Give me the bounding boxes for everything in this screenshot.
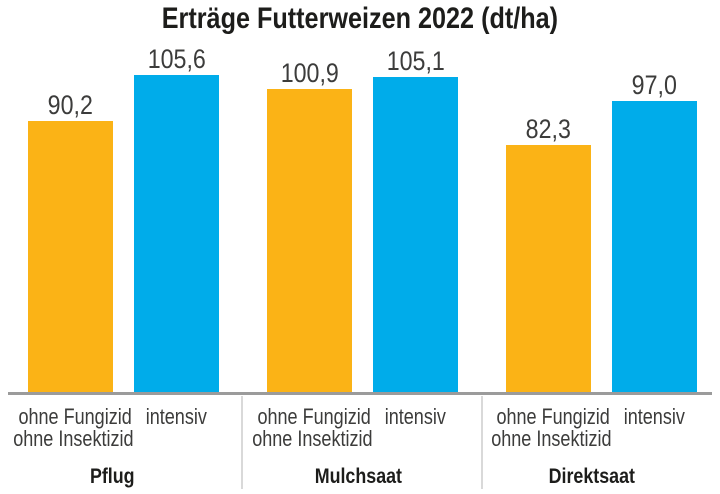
axis-label-intensiv-direktsaat: intensiv <box>545 406 720 428</box>
bar-direktsaat-intensiv <box>612 101 697 392</box>
axis-label-ohne-fungizid-mulchsaat: ohne Fungizid <box>205 406 425 428</box>
group-label-pflug-text: Pflug <box>89 465 135 488</box>
value-label-text: 105,6 <box>147 44 206 75</box>
axis-label-ohne-fungizid-pflug-text: ohne Fungizid <box>18 404 133 429</box>
bar-pflug-intensiv <box>134 75 219 392</box>
group-label-mulchsaat: Mulchsaat <box>258 466 458 487</box>
value-label-pflug-ohne: 90,2 <box>0 92 143 119</box>
axis-label-intensiv-direktsaat-text: intensiv <box>623 404 686 429</box>
axis-label-intensiv-mulchsaat-text: intensiv <box>384 404 447 429</box>
axis-label-intensiv-pflug: intensiv <box>67 406 287 428</box>
value-label-text: 82,3 <box>525 114 572 145</box>
bar-pflug-ohne <box>28 121 113 392</box>
group-label-mulchsaat-text: Mulchsaat <box>314 465 402 488</box>
value-label-text: 105,1 <box>386 45 445 76</box>
value-label-text: 97,0 <box>631 70 678 100</box>
bar-mulchsaat-ohne <box>267 89 352 392</box>
axis-label-ohne-insektizid-mulchsaat: ohne Insektizid <box>203 428 423 450</box>
group-divider-1 <box>241 396 243 489</box>
value-label-pflug-intensiv: 105,6 <box>104 46 249 73</box>
axis-label-intensiv-pflug-text: intensiv <box>145 404 208 429</box>
value-label-direktsaat-ohne: 82,3 <box>476 116 621 143</box>
value-label-mulchsaat-intensiv: 105,1 <box>343 45 488 76</box>
axis-label-ohne-insektizid-direktsaat-text: ohne Insektizid <box>491 426 612 451</box>
value-label-text: 90,2 <box>47 90 94 121</box>
chart-title-text: Erträge Futterweizen 2022 (dt/ha) <box>161 2 559 35</box>
group-divider-2 <box>481 396 483 489</box>
value-label-mulchsaat-ohne: 100,9 <box>237 60 382 87</box>
axis-label-ohne-insektizid-pflug: ohne Insektizid <box>0 428 184 450</box>
axis-label-ohne-fungizid-direktsaat: ohne Fungizid <box>444 406 664 428</box>
value-label-direktsaat-intensiv: 97,0 <box>582 72 720 99</box>
axis-label-ohne-fungizid-direktsaat-text: ohne Fungizid <box>496 404 611 429</box>
axis-label-ohne-fungizid-pflug: ohne Fungizid <box>0 406 186 428</box>
chart-title: Erträge Futterweizen 2022 (dt/ha) <box>0 0 720 38</box>
bar-direktsaat-ohne <box>506 145 591 392</box>
axis-label-ohne-fungizid-mulchsaat-text: ohne Fungizid <box>257 404 372 429</box>
x-axis-baseline <box>8 392 712 395</box>
group-label-pflug: Pflug <box>12 466 212 487</box>
axis-label-intensiv-mulchsaat: intensiv <box>306 406 526 428</box>
value-label-text: 100,9 <box>280 58 339 89</box>
axis-label-ohne-insektizid-pflug-text: ohne Insektizid <box>13 426 134 451</box>
axis-label-ohne-insektizid-mulchsaat-text: ohne Insektizid <box>252 426 373 451</box>
axis-label-ohne-insektizid-direktsaat: ohne Insektizid <box>442 428 662 450</box>
group-label-direktsaat: Direktsaat <box>492 466 692 487</box>
bar-mulchsaat-intensiv <box>373 76 458 392</box>
group-label-direktsaat-text: Direktsaat <box>548 465 636 488</box>
